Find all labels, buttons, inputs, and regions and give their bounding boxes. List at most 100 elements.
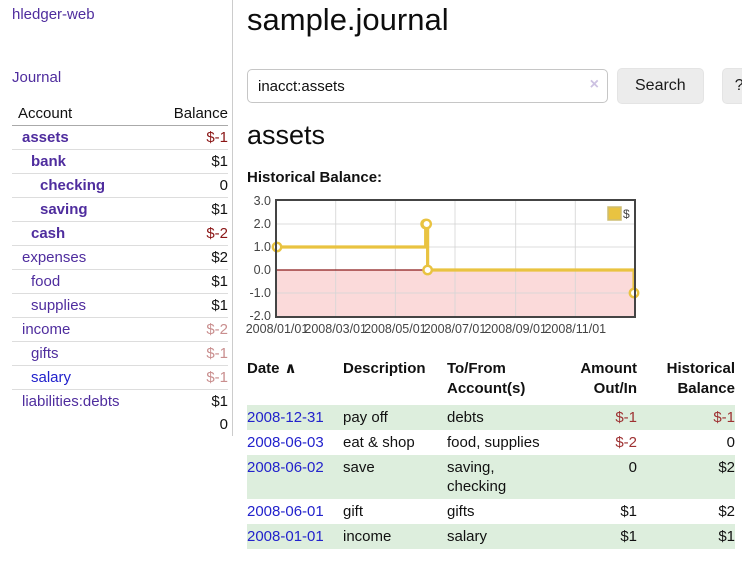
- transaction-date-link[interactable]: 2008-12-31: [247, 409, 324, 426]
- search-input[interactable]: [247, 69, 608, 103]
- account-balance: $-1: [155, 365, 228, 390]
- app-title-link[interactable]: hledger-web: [12, 6, 95, 23]
- page-title: sample.journal: [247, 2, 449, 37]
- transaction-date-link[interactable]: 2008-01-01: [247, 528, 324, 545]
- account-row: expenses $2: [12, 245, 228, 270]
- account-link[interactable]: salary: [31, 369, 72, 386]
- balance-column-header: Historical Balance: [666, 360, 735, 397]
- y-tick-label: 0.0: [254, 263, 271, 277]
- transaction-accounts: saving, checking: [447, 459, 507, 495]
- account-balance: $-2: [155, 317, 228, 342]
- chart-title: Historical Balance:: [247, 169, 383, 186]
- account-balance: $1: [155, 269, 228, 294]
- account-row: saving $1: [12, 197, 228, 222]
- account-balance: $2: [155, 245, 228, 270]
- transaction-date-link[interactable]: 2008-06-03: [247, 434, 324, 451]
- x-tick-label: 2008/05/01: [364, 322, 427, 336]
- y-tick-label: 1.0: [254, 240, 271, 254]
- account-row: food $1: [12, 269, 228, 294]
- transaction-balance: $2: [718, 459, 735, 476]
- register-row: 2008-12-31 pay off debts $-1 $-1: [247, 405, 735, 430]
- account-balance: $1: [155, 389, 228, 413]
- x-tick-label: 2008/03/01: [304, 322, 367, 336]
- account-link[interactable]: cash: [31, 225, 66, 242]
- search-row: × Search ?: [247, 68, 742, 104]
- sort-ascending-icon: ∧: [284, 360, 297, 377]
- transaction-amount: 0: [628, 459, 637, 476]
- transaction-amount: $-1: [615, 409, 637, 426]
- transaction-accounts: food, supplies: [447, 434, 540, 451]
- transaction-balance: 0: [726, 434, 735, 451]
- plot-border: [275, 199, 636, 318]
- account-link[interactable]: expenses: [22, 249, 87, 266]
- register-row: 2008-06-02 save saving, checking 0 $2: [247, 455, 735, 499]
- transaction-balance: $1: [718, 528, 735, 545]
- register-row: 2008-01-01 income salary $1 $1: [247, 524, 735, 549]
- transaction-amount: $1: [620, 503, 637, 520]
- transaction-description: save: [343, 459, 375, 476]
- transaction-accounts: debts: [447, 409, 484, 426]
- clear-search-icon[interactable]: ×: [589, 76, 599, 93]
- help-button[interactable]: ?: [721, 68, 742, 104]
- account-row: cash $-2: [12, 221, 228, 246]
- account-balance: $-2: [155, 221, 228, 246]
- balance-column-header: Balance: [155, 102, 228, 126]
- account-link[interactable]: supplies: [31, 297, 87, 314]
- account-balance: $1: [155, 293, 228, 318]
- y-tick-label: -1.0: [249, 286, 271, 300]
- main-content: sample.journal × Search ? assets Histori…: [233, 0, 742, 549]
- accounts-balance-table: Account Balance assets $-1 bank $1 check…: [12, 102, 228, 436]
- transaction-balance: $2: [718, 503, 735, 520]
- account-link[interactable]: assets: [22, 129, 69, 146]
- y-tick-label: 2.0: [254, 217, 271, 231]
- account-balance: $-1: [155, 341, 228, 366]
- data-point-marker: [421, 218, 433, 230]
- register-row: 2008-06-01 gift gifts $1 $2: [247, 499, 735, 524]
- transaction-description: pay off: [343, 409, 388, 426]
- account-balance: 0: [155, 173, 228, 198]
- date-column-header[interactable]: Date ∧: [247, 360, 297, 377]
- accounts-total-value: 0: [219, 416, 228, 433]
- x-tick-label: 2008/07/01: [424, 322, 487, 336]
- account-row: salary $-1: [12, 365, 228, 390]
- account-row: assets $-1: [12, 126, 228, 150]
- sidebar: hledger-web Journal Account Balance asse…: [0, 0, 233, 436]
- account-row: checking 0: [12, 173, 228, 198]
- historical-balance-chart: $3.0 2.0 1.0 0.0 -1.0 -2.0 2008/01/01 2008/03/0…: [246, 194, 742, 341]
- y-tick-label: 3.0: [254, 194, 271, 208]
- account-link[interactable]: gifts: [31, 345, 59, 362]
- register-header-row: Date ∧ Description To/From Account(s) Amo…: [247, 357, 735, 405]
- transaction-date-link[interactable]: 2008-06-01: [247, 503, 324, 520]
- account-link[interactable]: food: [31, 273, 61, 290]
- data-point-marker: [422, 264, 434, 276]
- legend-swatch: [607, 206, 622, 221]
- sidebar-item-journal[interactable]: Journal: [12, 69, 62, 86]
- legend-label: $: [623, 207, 630, 221]
- account-link[interactable]: bank: [31, 153, 67, 170]
- account-link[interactable]: income: [22, 321, 71, 338]
- transaction-accounts: gifts: [447, 503, 475, 520]
- register-row: 2008-06-03 eat & shop food, supplies $-2…: [247, 430, 735, 455]
- account-row: liabilities:debts $1: [12, 389, 228, 413]
- account-link[interactable]: checking: [40, 177, 106, 194]
- description-column-header: Description: [343, 360, 426, 377]
- transaction-description: eat & shop: [343, 434, 415, 451]
- accounts-column-header: Account: [12, 102, 156, 126]
- account-row: supplies $1: [12, 293, 228, 318]
- transaction-date-link[interactable]: 2008-06-02: [247, 459, 324, 476]
- transaction-description: gift: [343, 503, 364, 520]
- transaction-description: income: [343, 528, 392, 545]
- x-tick-label: 2008/01/01: [246, 322, 309, 336]
- chart-svg: $3.0 2.0 1.0 0.0 -1.0 -2.02008/01/012008/03/0…: [246, 194, 640, 336]
- transaction-accounts: salary: [447, 528, 488, 545]
- account-link[interactable]: saving: [40, 201, 88, 218]
- account-link[interactable]: liabilities:debts: [22, 393, 120, 410]
- account-heading: assets: [247, 120, 326, 150]
- y-tick-label: -2.0: [249, 309, 271, 323]
- tofrom-column-header: To/From Account(s): [447, 360, 526, 397]
- account-row: income $-2: [12, 317, 228, 342]
- account-row: gifts $-1: [12, 341, 228, 366]
- account-row: bank $1: [12, 149, 228, 174]
- search-button[interactable]: Search: [617, 68, 704, 104]
- transaction-amount: $-2: [615, 434, 637, 451]
